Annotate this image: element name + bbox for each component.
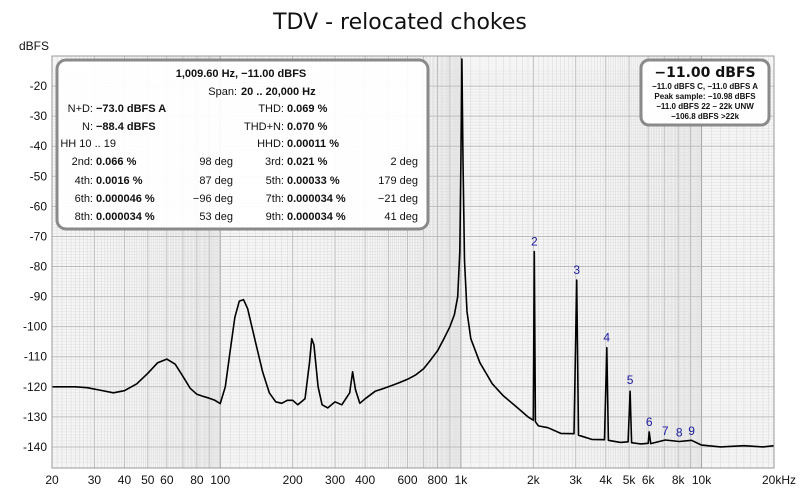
level-box: −11.00 dBFS −11.0 dBFS C, −11.0 dBFS A P… [639,58,771,127]
level-line-weighted: −11.0 dBFS C, −11.0 dBFS A [652,82,758,91]
harmonic-labels: 2 3 4 5 67 8 9 [531,234,695,439]
x-tick-label: 100 [210,473,230,487]
x-tick-label: 80 [190,473,204,487]
harmonics-table: 2nd: 0.066 % 98 deg 3rd: 0.021 % 2 deg 4… [72,156,418,223]
harmonic-8-label: 8th: [75,211,93,223]
span-label: Span: [208,86,237,98]
hhd-label: HHD: [257,138,284,150]
y-tick-label: -130 [23,410,47,424]
y-tick-label: -120 [23,380,47,394]
x-tick-label: 2k [527,473,541,487]
y-tick-label: -110 [24,350,47,364]
harmonic-label: 9 [688,424,695,438]
harmonic-5-value: 0.00033 % [287,175,340,187]
harmonic-label: 2 [531,234,538,248]
harmonic-8-phase: 53 deg [199,211,233,223]
nd-value: −73.0 dBFS A [96,103,166,115]
y-axis-label: dBFS [19,39,49,53]
harmonic-label: 7 [662,424,669,438]
x-tick-label: 3k [569,473,583,487]
y-tick-label: -40 [30,139,48,153]
harmonic-7-value: 0.000034 % [287,193,346,205]
hh-range-label: HH 10 .. 19 [60,138,116,150]
level-main: −11.00 dBFS [654,65,755,81]
harmonic-6-label: 6th: [75,193,93,205]
x-tick-labels: 20 30 40 50 60 80 100 200 300 400 600 800 1k 2k 3k 4k 5k… [45,473,796,487]
x-tick-label: 400 [355,473,375,487]
n-label: N: [82,121,93,133]
harmonic-7-phase: −21 deg [378,193,418,205]
harmonic-2-phase: 98 deg [199,156,233,168]
harmonic-6-value: 0.000046 % [96,193,155,205]
x-tick-label: 10k [692,473,712,487]
harmonic-4-label: 4th: [75,175,93,187]
level-line-above-22k: −106.8 dBFS >22k [671,112,740,121]
x-tick-label: 6k [642,473,656,487]
plot-frame [51,55,775,469]
x-tick-label: 1k [455,473,469,487]
harmonic-3-value: 0.021 % [287,156,328,168]
x-tick-label: 20 [45,473,59,487]
harmonic-3-phase: 2 deg [390,156,418,168]
harmonic-label: 3 [573,263,580,277]
y-tick-label: -20 [30,79,48,93]
level-line-unweighted: −11.0 dBFS 22 – 22k UNW [656,102,754,111]
x-tick-label: 600 [397,473,417,487]
y-tick-label: -60 [30,199,48,213]
chart-title: TDV - relocated chokes [272,10,527,35]
harmonic-3-label: 3rd: [265,156,284,168]
harmonic-9-label: 9th: [266,211,284,223]
harmonic-2-value: 0.066 % [96,156,137,168]
y-tick-label: -50 [30,169,48,183]
x-tick-label: 800 [428,473,448,487]
x-tick-label: 200 [283,473,303,487]
y-tick-label: -140 [23,440,47,454]
y-tick-label: -70 [30,229,48,243]
x-tick-label: 30 [88,473,102,487]
x-tick-label: 60 [160,473,174,487]
measurement-info-box: 1,009.60 Hz, −11.00 dBFS Span: 20 .. 20,… [55,58,430,231]
x-tick-label: 20kHz [762,473,796,487]
harmonic-4-value: 0.0016 % [96,175,143,187]
x-tick-label: 40 [118,473,132,487]
y-tick-label: -30 [30,109,48,123]
harmonic-2-label: 2nd: [72,156,93,168]
thd-label: THD: [258,103,284,115]
thdn-label: THD+N: [244,121,284,133]
harmonic-7-label: 7th: [266,193,284,205]
y-tick-label: -100 [23,320,47,334]
harmonic-5-phase: 179 deg [378,175,418,187]
harmonic-4-phase: 87 deg [199,175,233,187]
level-line-peak: Peak sample: −10.98 dBFS [654,92,756,101]
harmonic-8-value: 0.000034 % [96,211,155,223]
y-tick-labels: -20 -30 -40 -50 -60 -70 -80 -90 -100 -110 -120 -130… [23,79,47,454]
span-value: 20 .. 20,000 Hz [241,86,316,98]
harmonic-9-value: 0.000034 % [287,211,346,223]
spectrum-trace [52,58,775,448]
x-tick-label: 4k [599,473,613,487]
thdn-value: 0.070 % [287,121,328,133]
x-tick-label: 50 [141,473,155,487]
n-value: −88.4 dBFS [96,121,156,133]
harmonic-9-phase: 41 deg [384,211,418,223]
y-tick-label: -90 [30,290,48,304]
x-tick-label: 8k [672,473,686,487]
harmonic-6-phase: −96 deg [193,193,233,205]
hhd-value: 0.00011 % [287,138,339,150]
y-tick-label: -80 [30,260,48,274]
nd-label: N+D: [68,103,93,115]
thd-value: 0.069 % [287,103,328,115]
x-tick-label: 300 [325,473,345,487]
info-header: 1,009.60 Hz, −11.00 dBFS [176,68,307,80]
harmonic-label: 6 [646,415,653,429]
harmonic-label: 8 [676,425,683,439]
x-tick-label: 5k [623,473,637,487]
harmonic-label: 5 [627,373,634,387]
harmonic-5-label: 5th: [266,175,284,187]
harmonic-label: 4 [603,331,610,345]
